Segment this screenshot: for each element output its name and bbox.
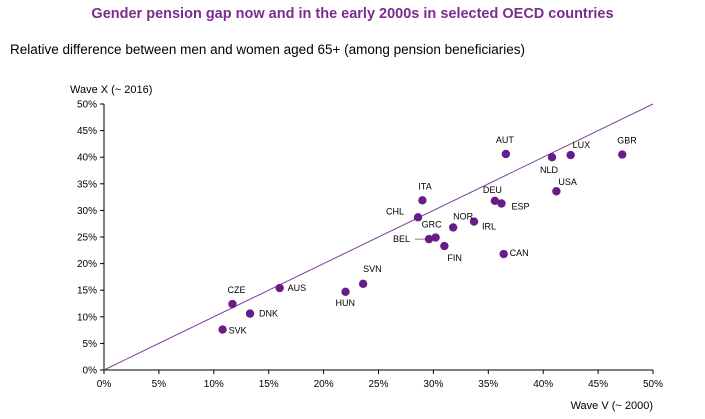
x-axis-title: Wave V (~ 2000) bbox=[571, 400, 653, 412]
data-point-usa bbox=[552, 187, 561, 196]
point-label-chl: CHL bbox=[386, 206, 404, 216]
x-tick-label: 30% bbox=[423, 379, 443, 390]
x-tick-label: 20% bbox=[314, 379, 334, 390]
point-label-aus: AUS bbox=[288, 283, 307, 293]
point-label-grc: GRC bbox=[422, 220, 443, 230]
point-label-deu: DEU bbox=[483, 185, 502, 195]
point-label-gbr: GBR bbox=[617, 136, 637, 146]
data-point-grc bbox=[431, 233, 440, 242]
point-label-esp: ESP bbox=[511, 201, 529, 211]
y-tick-label: 30% bbox=[77, 206, 97, 217]
point-label-nld: NLD bbox=[540, 165, 559, 175]
y-tick-label: 25% bbox=[77, 233, 97, 244]
data-point-nld bbox=[547, 153, 557, 162]
x-tick-label: 40% bbox=[533, 379, 553, 390]
reference-line bbox=[103, 103, 654, 371]
data-point-aut bbox=[501, 149, 511, 159]
y-tick-label: 0% bbox=[83, 366, 98, 377]
data-point-aus bbox=[275, 283, 284, 293]
data-point-deu bbox=[490, 196, 500, 206]
point-label-cze: CZE bbox=[227, 285, 245, 295]
point-label-bel: BEL bbox=[393, 234, 410, 244]
data-point-hun bbox=[341, 287, 350, 296]
data-point-bel bbox=[424, 234, 434, 244]
point-label-aut: AUT bbox=[496, 135, 515, 145]
x-tick-label: 50% bbox=[643, 379, 663, 390]
point-label-irl: IRL bbox=[482, 222, 496, 232]
point-label-nor: NOR bbox=[453, 211, 474, 221]
y-axis-title: Wave X (~ 2016) bbox=[70, 84, 152, 96]
data-point-chl bbox=[413, 213, 423, 222]
y-tick-label: 35% bbox=[77, 179, 97, 190]
chart-subtitle: Relative difference between men and wome… bbox=[10, 42, 525, 57]
data-point-svk bbox=[218, 325, 227, 334]
x-tick-label: 10% bbox=[204, 379, 224, 390]
point-label-fin: FIN bbox=[447, 253, 462, 263]
x-tick-label: 15% bbox=[259, 379, 279, 390]
point-labels: SVK DNK CZE AUS HUN SVN CHL ITA BEL GRC FIN NOR IRL D… bbox=[227, 135, 637, 336]
data-point-svn bbox=[358, 279, 368, 289]
data-point-lux bbox=[566, 150, 575, 160]
point-label-ita: ITA bbox=[418, 181, 431, 191]
data-point-nor bbox=[448, 223, 458, 232]
x-tick-label: 25% bbox=[368, 379, 388, 390]
data-point-can bbox=[499, 249, 508, 259]
x-tick-label: 35% bbox=[478, 379, 498, 390]
x-tick-label: 5% bbox=[152, 379, 167, 390]
chart-title: Gender pension gap now and in the early … bbox=[91, 6, 614, 22]
data-point-esp bbox=[497, 199, 506, 208]
y-tick-label: 5% bbox=[83, 339, 98, 350]
y-tick-label: 45% bbox=[77, 126, 97, 137]
y-tick-label: 40% bbox=[77, 153, 97, 164]
data-point-fin bbox=[440, 241, 449, 251]
data-point-cze bbox=[228, 299, 237, 309]
data-point-irl bbox=[469, 217, 479, 226]
reference-line-group bbox=[103, 103, 654, 371]
point-label-hun: HUN bbox=[336, 298, 356, 308]
axes: 0% 5% 10% 15% 20% 25% 30% 35% 40% 45% 50% 0% 5% 10% 15… bbox=[77, 100, 663, 391]
y-tick-label: 20% bbox=[77, 259, 97, 270]
point-label-lux: LUX bbox=[573, 140, 591, 150]
point-label-svn: SVN bbox=[363, 264, 382, 274]
point-label-usa: USA bbox=[558, 177, 577, 187]
point-label-can: CAN bbox=[510, 248, 529, 258]
y-tick-label: 50% bbox=[77, 100, 97, 111]
data-point-gbr bbox=[618, 150, 627, 159]
y-tick-label: 10% bbox=[77, 312, 97, 323]
x-tick-label: 45% bbox=[588, 379, 608, 390]
data-point-dnk bbox=[245, 309, 255, 318]
point-label-dnk: DNK bbox=[259, 309, 278, 319]
x-tick-label: 0% bbox=[97, 379, 112, 390]
data-points bbox=[218, 149, 627, 334]
point-label-svk: SVK bbox=[229, 326, 247, 336]
data-point-ita bbox=[418, 196, 427, 205]
y-tick-label: 15% bbox=[77, 286, 97, 297]
